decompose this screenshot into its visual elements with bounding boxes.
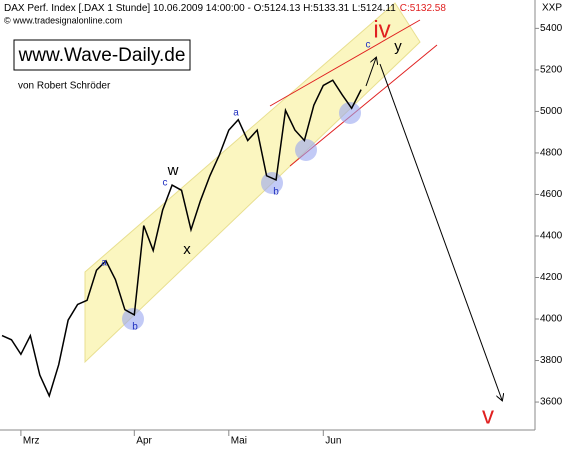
copyright: © www.tradesignalonline.com bbox=[4, 15, 122, 25]
y-tick-label: 3800 bbox=[540, 355, 563, 366]
y-axis-label: XXP bbox=[542, 3, 562, 14]
author: von Robert Schröder bbox=[18, 81, 111, 92]
title-text: DAX Perf. Index [.DAX 1 Stunde] 10.06.20… bbox=[4, 3, 396, 14]
marker-circle bbox=[295, 139, 317, 161]
price-line bbox=[1, 79, 362, 398]
y-tick-label: 5200 bbox=[540, 65, 563, 76]
marker-circle bbox=[339, 102, 361, 124]
x-tick-label: Mrz bbox=[23, 436, 40, 447]
brand-box bbox=[13, 39, 191, 71]
wave-label: a bbox=[101, 258, 107, 269]
x-tick-label: Jun bbox=[325, 436, 341, 447]
y-tick-label: 4400 bbox=[540, 231, 563, 242]
close-label: C:5132.58 bbox=[400, 3, 447, 14]
arrow bbox=[365, 58, 376, 87]
y-tick-label: 4200 bbox=[540, 272, 563, 283]
wave-label: c bbox=[163, 178, 168, 189]
wave-label: iv bbox=[373, 16, 390, 43]
wave-label: c bbox=[366, 40, 371, 51]
arrow bbox=[379, 63, 502, 400]
marker-circle bbox=[122, 308, 144, 330]
y-tick-label: 5400 bbox=[540, 23, 563, 34]
y-tick-label: 3600 bbox=[540, 397, 563, 408]
y-tick-label: 4800 bbox=[540, 148, 563, 159]
channel-line bbox=[269, 19, 421, 107]
wave-label: v bbox=[482, 402, 494, 429]
wave-label: b bbox=[273, 187, 279, 198]
brand: www.Wave-Daily.de bbox=[18, 45, 186, 66]
x-tick-label: Mai bbox=[231, 436, 247, 447]
y-tick-label: 5000 bbox=[540, 106, 563, 117]
wave-label: y bbox=[394, 38, 402, 55]
wave-label: b bbox=[132, 322, 138, 333]
markers bbox=[122, 102, 361, 330]
y-tick-label: 4600 bbox=[540, 189, 563, 200]
wave-label: a bbox=[233, 108, 239, 119]
x-tick-label: Apr bbox=[136, 436, 152, 447]
chart-title: DAX Perf. Index [.DAX 1 Stunde] 10.06.20… bbox=[4, 3, 446, 14]
wave-label: w bbox=[167, 162, 179, 179]
marker-circle bbox=[261, 172, 283, 194]
wave-label: x bbox=[183, 241, 191, 258]
y-tick-label: 4000 bbox=[540, 314, 563, 325]
